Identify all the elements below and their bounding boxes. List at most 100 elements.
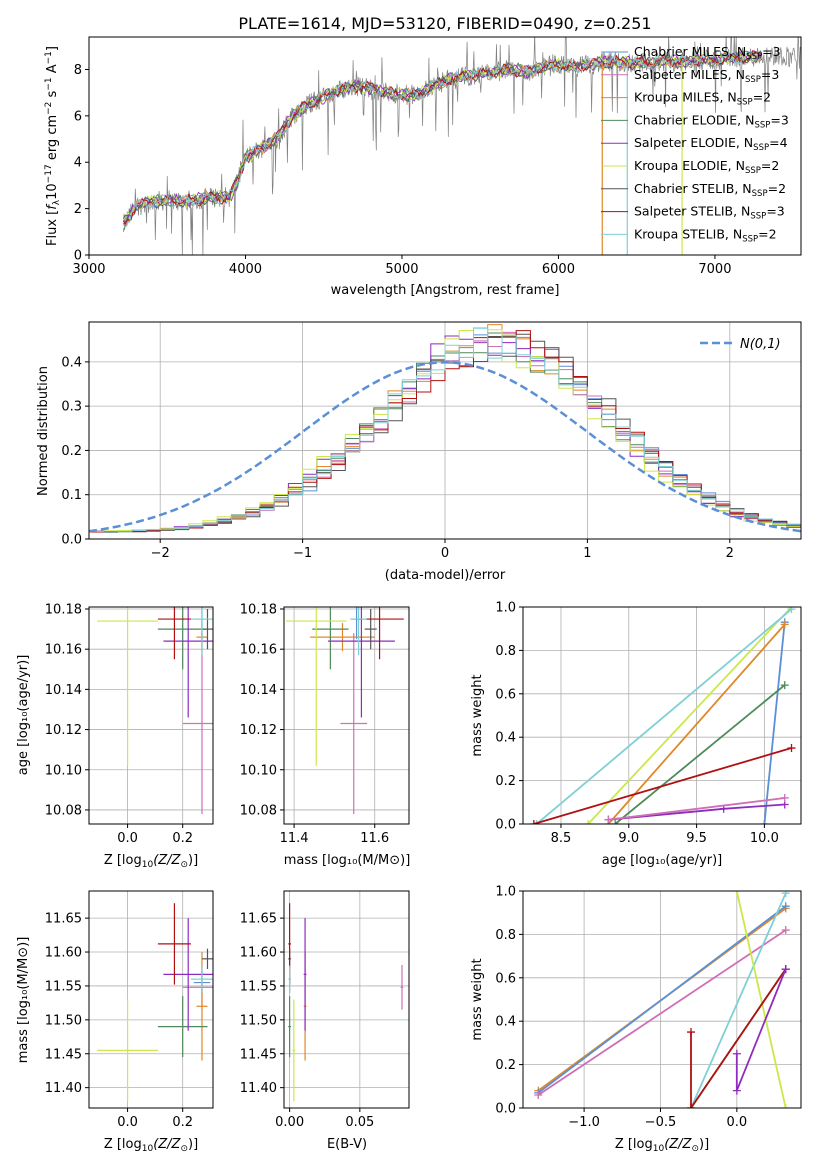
axes-frame [88,890,214,1109]
plot-area [122,37,801,255]
y-tick-label: 0.3 [61,400,82,415]
axes-frame [283,606,410,825]
y-tick-label: 0.2 [495,1058,516,1073]
legend-label-eq: = [768,181,778,196]
x-axis-label: age [log₁₀(age/yr)] [602,853,723,868]
y-tick-label: 0.6 [495,971,516,986]
y-tick-label: 11.40 [45,1081,82,1096]
y-tick-label: 10.08 [240,803,277,818]
mass-vs-metallicity-panel: 0.0 0.2 11.40 11.45 11.50 11.55 11.60 11.65 Z [l… [16,890,214,1154]
x-tick-label: 0.00 [275,1115,304,1130]
weight-line-chabrier_miles [537,905,787,1094]
y-axis-label: mass [log₁₀(M/M⊙)] [16,937,31,1064]
y-tick-label: 10.10 [240,763,277,778]
x-tick-label: 8.5 [551,831,572,846]
y-tick-label: 6 [74,109,82,124]
weight-line-kroupa_stelib [690,892,787,1108]
legend-label-sub: SSP [742,234,758,244]
weight-line-salpeter_miles [608,797,785,821]
weight-marker-kroupa_elodie [584,820,593,824]
weight-marker-kroupa_elodie [732,891,741,895]
x-tick-label: −1 [293,546,312,561]
legend-label-n: 2 [778,181,786,196]
x-axis-label: Z [log10(Z/Z⊙)] [615,1137,709,1154]
legend-label-eq: = [769,135,779,150]
weight-vs-age-panel: 8.5 9.0 9.5 10.0 0.0 0.2 0.4 0.6 0.8 1.0 mass weig… [470,601,802,868]
y-axis-label-part: −17 [44,164,54,183]
histogram-kroupa_stelib [89,327,801,533]
legend-label-n: 3 [777,204,785,219]
legend-label-eq: = [753,90,763,105]
legend-label-sub: SSP [753,143,769,153]
legend-label-text: Salpeter ELODIE, N [634,135,753,150]
x-axis-label-text: Z [log [615,1137,653,1152]
x-tick-label: 6000 [542,262,575,277]
y-tick-label: 0.1 [61,488,82,503]
x-tick-label: 0.0 [117,1115,138,1130]
legend-label-eq: = [762,44,772,59]
weight-line-kroupa_stelib [536,608,793,824]
y-tick-label: 11.50 [45,1013,82,1028]
y-axis-label-part: −1 [44,77,54,90]
y-axis-label-part: −2 [44,102,54,115]
legend-label-text: Salpeter MILES, N [634,67,745,82]
age-vs-metallicity-panel: 0.0 0.2 10.08 10.10 10.12 10.14 10.16 10.18 Z [l… [16,603,214,870]
legend-label-text: Kroupa MILES, N [634,90,737,105]
legend-label-eq: = [761,158,771,173]
x-tick-label: 9.5 [686,831,707,846]
y-tick-label: 1.0 [495,885,516,900]
x-tick-label: −1.0 [568,1115,600,1130]
legend-label-eq: = [761,67,771,82]
legend-label-text: Chabrier ELODIE, N [634,112,754,127]
legend-label-text: Kroupa ELODIE, N [634,158,745,173]
weight-marker-salpeter_miles [781,926,790,935]
x-axis-label-sub: 10 [142,860,154,870]
x-tick-label: −0.5 [645,1115,677,1130]
legend-label-text: Chabrier STELIB, N [634,181,752,196]
x-tick-label: 10.0 [750,831,779,846]
axes-frame [88,36,802,256]
x-axis-label: mass [log₁₀(M/M⊙)] [284,853,411,868]
y-tick-label: 11.40 [240,1081,277,1096]
plot-area [89,322,801,539]
weight-marker-kroupa_miles [780,620,789,629]
legend-label: Kroupa MILES, NSSP=2 [634,90,771,108]
y-tick-label: 11.50 [240,1013,277,1028]
y-axis-label-part: erg cm [45,115,60,164]
y-tick-label: 10.10 [45,763,82,778]
legend-label: Chabrier ELODIE, NSSP=3 [634,112,789,130]
weight-marker-kroupa_stelib [787,607,796,614]
y-tick-label: 10.14 [45,683,82,698]
weight-marker-chabrier_elodie [611,820,620,824]
legend-label-text: Chabrier MILES, N [634,44,746,59]
y-tick-label: 11.65 [240,912,277,927]
plot-area [523,891,801,1108]
x-axis-label-sub: ⊙ [180,860,188,870]
x-axis-label-text: Z [log [104,1137,142,1152]
plot-area [284,891,409,1108]
plot-area [89,607,213,824]
axes-frame [283,890,410,1109]
residual-histogram-panel: −2 −1 0 1 2 0.0 0.1 0.2 0.3 0.4 N(0,1) (data-model)… [36,321,802,583]
weight-marker-salpeter_elodie [732,1086,741,1095]
legend-label-n: 3 [771,67,779,82]
weight-line-salpeter_miles [537,929,787,1096]
y-tick-label: 11.55 [45,979,82,994]
weight-marker-chabrier_elodie [780,681,789,690]
y-tick-label: 0 [74,249,82,264]
weight-line-kroupa_miles [607,623,786,824]
x-axis-label-text: Z [log [104,853,142,868]
y-axis-label-part: f [45,203,60,210]
x-tick-label: 1 [583,546,591,561]
y-tick-label: 0.4 [495,1015,516,1030]
y-tick-label: 10.18 [240,603,277,618]
y-axis-label-part: 10 [45,183,60,200]
age-vs-mass-panel: 11.4 11.6 10.08 10.10 10.12 10.14 10.16 10.18 ma… [240,603,411,868]
plot-area [89,891,213,1108]
legend-label: N(0,1) [740,337,781,352]
weight-marker-salpeter_elodie [732,1049,741,1058]
weight-line-chabrier_miles [763,622,786,824]
y-axis-label-part: A [45,64,60,77]
y-tick-label: 11.55 [240,979,277,994]
weight-marker-kroupa_stelib [532,820,541,824]
